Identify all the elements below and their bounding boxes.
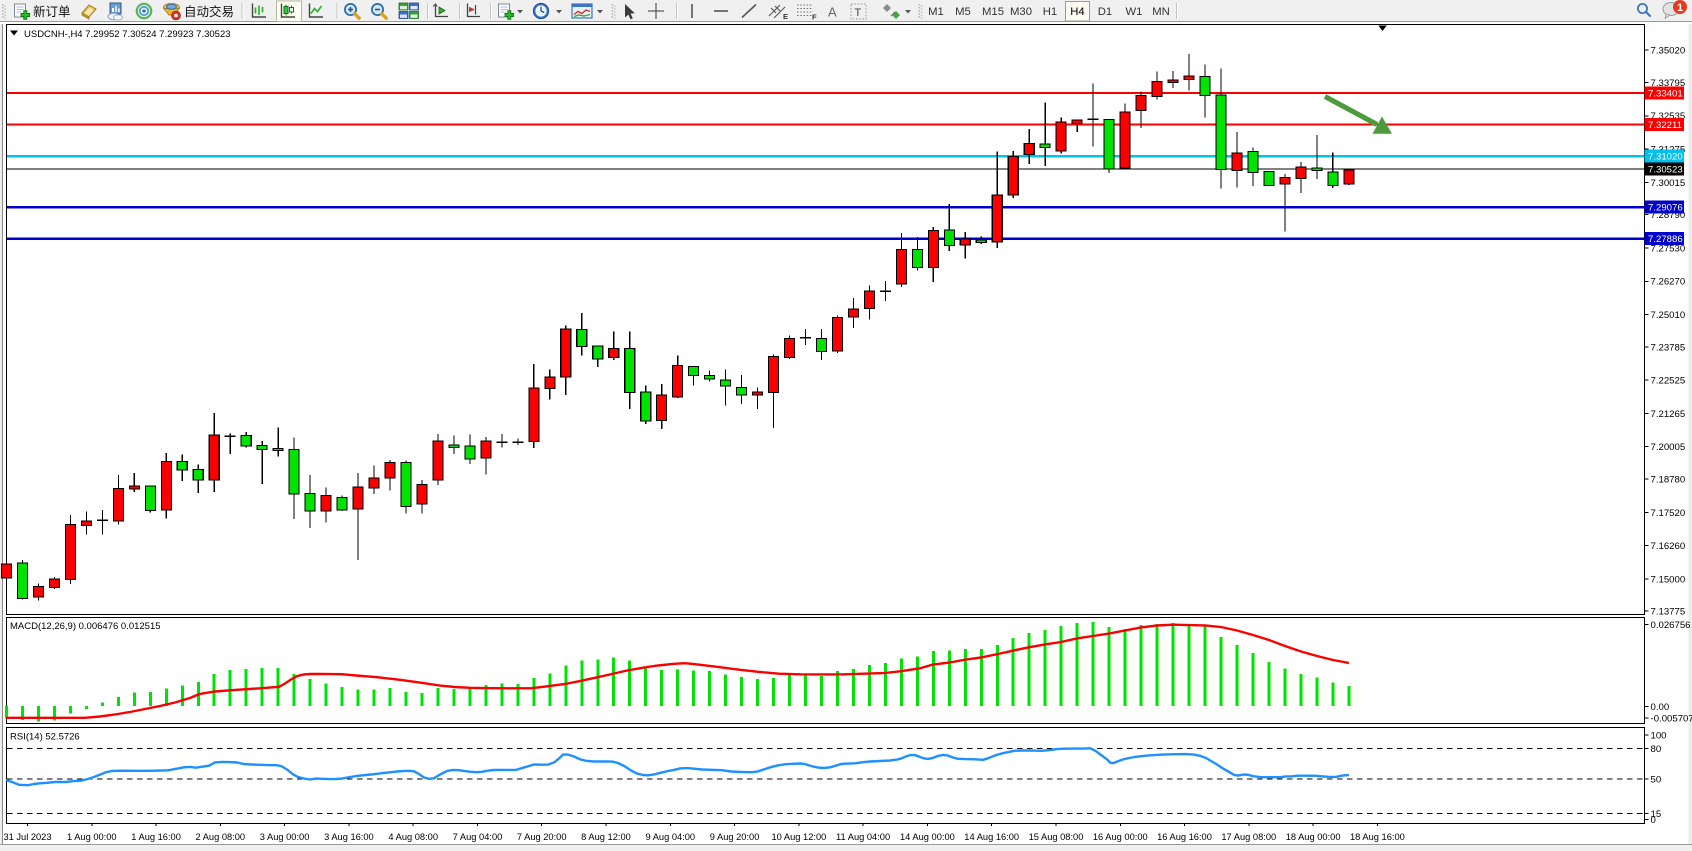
svg-text:7.29076: 7.29076 [1648,203,1683,214]
svg-text:9 Aug 20:00: 9 Aug 20:00 [710,832,760,842]
svg-text:16 Aug 00:00: 16 Aug 00:00 [1093,832,1148,842]
svg-text:M30: M30 [1010,6,1032,18]
svg-text:H1: H1 [1043,6,1057,18]
svg-text:8 Aug 12:00: 8 Aug 12:00 [581,832,631,842]
svg-text:11 Aug 04:00: 11 Aug 04:00 [836,832,890,842]
svg-text:USDCNH-,H4 7.29952 7.30524 7.: USDCNH-,H4 7.29952 7.30524 7.29923 7.305… [24,29,231,40]
svg-text:80: 80 [1651,744,1662,755]
svg-text:7.32535: 7.32535 [1651,111,1686,122]
svg-text:7 Aug 20:00: 7 Aug 20:00 [517,832,567,842]
svg-text:4 Aug 08:00: 4 Aug 08:00 [388,832,438,842]
svg-text:2 Aug 08:00: 2 Aug 08:00 [195,832,245,842]
svg-text:新订单: 新订单 [33,4,71,19]
svg-text:15 Aug 08:00: 15 Aug 08:00 [1029,832,1084,842]
svg-text:H4: H4 [1070,6,1084,18]
svg-text:7.22525: 7.22525 [1651,376,1686,387]
svg-text:0: 0 [1651,815,1656,826]
svg-text:7.25010: 7.25010 [1651,310,1686,321]
svg-text:M1: M1 [928,6,944,18]
svg-text:A: A [828,5,837,20]
svg-text:7.17520: 7.17520 [1651,508,1686,519]
svg-text:RSI(14) 52.5726: RSI(14) 52.5726 [10,732,80,743]
svg-text:7.23785: 7.23785 [1651,342,1686,353]
svg-text:7.33401: 7.33401 [1648,89,1683,100]
svg-text:31 Jul 2023: 31 Jul 2023 [3,832,51,842]
svg-text:14 Aug 00:00: 14 Aug 00:00 [900,832,955,842]
svg-text:-0.005707: -0.005707 [1651,713,1692,724]
svg-text:7.26270: 7.26270 [1651,277,1686,288]
svg-text:7.35020: 7.35020 [1651,46,1686,57]
svg-text:7.33795: 7.33795 [1651,78,1686,89]
svg-text:100: 100 [1651,730,1667,741]
svg-text:7.30523: 7.30523 [1648,165,1683,176]
svg-text:7.15000: 7.15000 [1651,574,1686,585]
svg-text:16 Aug 16:00: 16 Aug 16:00 [1157,832,1212,842]
svg-text:15: 15 [1651,809,1662,820]
svg-text:1: 1 [1677,2,1683,14]
svg-text:7.13775: 7.13775 [1651,607,1686,618]
svg-text:3 Aug 00:00: 3 Aug 00:00 [260,832,310,842]
svg-text:0.026756: 0.026756 [1651,620,1691,631]
svg-text:W1: W1 [1126,6,1143,18]
svg-text:7.21265: 7.21265 [1651,409,1686,420]
svg-text:9 Aug 04:00: 9 Aug 04:00 [645,832,695,842]
svg-text:50: 50 [1651,774,1662,785]
svg-text:7.28790: 7.28790 [1651,210,1686,221]
svg-text:T: T [855,7,862,19]
svg-text:7.27530: 7.27530 [1651,243,1686,254]
svg-text:7.18780: 7.18780 [1651,475,1686,486]
svg-text:MACD(12,26,9) 0.006476 0.01251: MACD(12,26,9) 0.006476 0.012515 [10,621,161,632]
svg-text:7.27886: 7.27886 [1648,234,1683,245]
svg-text:7.32211: 7.32211 [1648,120,1682,131]
svg-text:14 Aug 16:00: 14 Aug 16:00 [964,832,1019,842]
svg-text:1 Aug 00:00: 1 Aug 00:00 [67,832,117,842]
svg-text:0.00: 0.00 [1651,702,1670,713]
svg-text:自动交易: 自动交易 [184,4,234,19]
svg-text:1 Aug 16:00: 1 Aug 16:00 [131,832,181,842]
svg-text:7.20005: 7.20005 [1651,442,1686,453]
svg-text:7 Aug 04:00: 7 Aug 04:00 [453,832,503,842]
svg-text:3 Aug 16:00: 3 Aug 16:00 [324,832,374,842]
svg-text:7.30015: 7.30015 [1651,178,1686,189]
svg-text:7.16260: 7.16260 [1651,541,1686,552]
svg-text:F: F [812,13,817,22]
svg-text:18 Aug 16:00: 18 Aug 16:00 [1350,832,1405,842]
svg-text:MN: MN [1152,6,1170,18]
svg-text:M5: M5 [955,6,971,18]
svg-text:7.31020: 7.31020 [1648,152,1683,163]
svg-text:M15: M15 [982,6,1004,18]
svg-text:18 Aug 00:00: 18 Aug 00:00 [1286,832,1341,842]
svg-text:D1: D1 [1098,6,1112,18]
svg-text:17 Aug 08:00: 17 Aug 08:00 [1221,832,1276,842]
svg-text:E: E [783,12,788,21]
svg-text:10 Aug 12:00: 10 Aug 12:00 [771,832,826,842]
